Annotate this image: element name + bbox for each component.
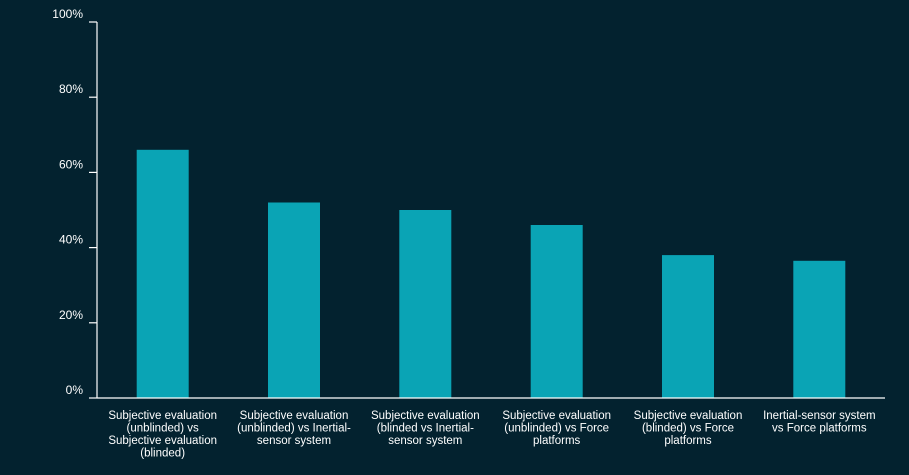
bar-5	[662, 255, 714, 398]
bar-1	[136, 149, 189, 398]
y-tick-label-0: 0%	[66, 383, 84, 397]
x-category-label-2: Subjective evaluation (unblinded) vs Iner…	[237, 410, 351, 447]
y-tick-label-100: 100%	[52, 7, 83, 21]
x-category-label-6: Inertial-sensor system vs Force platforms	[763, 410, 875, 435]
x-category-label-4: Subjective evaluation (unblinded) vs Forc…	[502, 410, 611, 447]
y-tick-label-40: 40%	[59, 233, 83, 247]
x-category-label-1: Subjective evaluation (unblinded) vs Subje…	[108, 410, 217, 460]
y-tick-label-60: 60%	[59, 157, 83, 171]
bar-3	[399, 210, 452, 398]
axes-group	[96, 22, 885, 399]
x-category-label-3: Subjective evaluation (blinded vs Inertia…	[371, 410, 480, 447]
bar-6	[793, 260, 846, 398]
y-ticks-group: 0% 20% 40% 60% 80% 100%	[52, 7, 97, 399]
y-tick-label-80: 80%	[59, 82, 83, 96]
x-category-label-5: Subjective evaluation (blinded) vs Force p…	[634, 410, 743, 447]
y-tick-label-20: 20%	[59, 308, 83, 322]
bars-group	[136, 149, 846, 398]
x-labels-group: Subjective evaluation (unblinded) vs Subje…	[108, 410, 875, 460]
bar-2	[268, 202, 320, 398]
bar-4	[530, 225, 583, 398]
